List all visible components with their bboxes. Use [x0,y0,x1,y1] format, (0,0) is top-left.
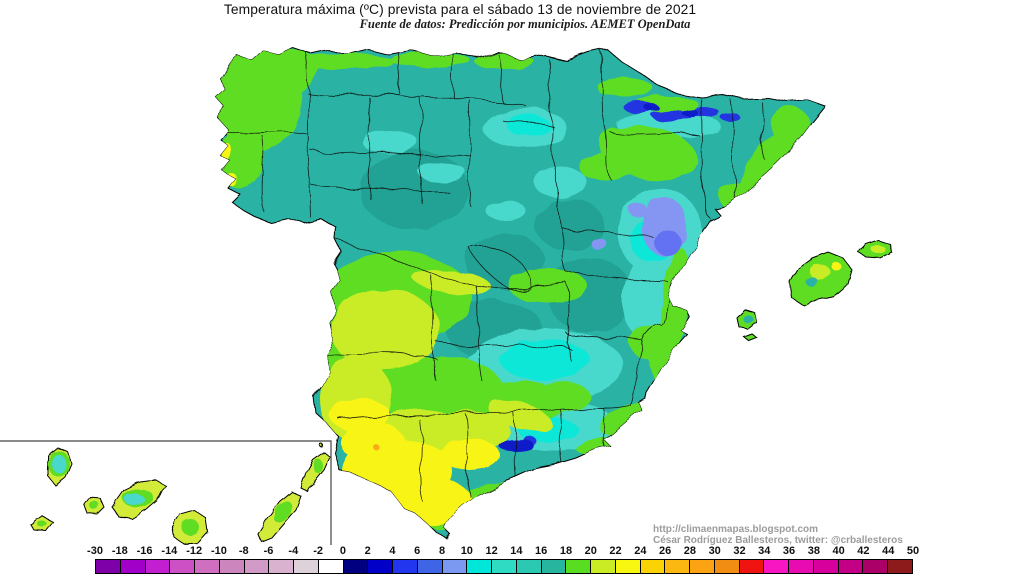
attribution-url: http://climaenmapas.blogspot.com [653,524,819,535]
legend-color-cell [566,560,590,573]
island-formentera [743,333,758,342]
island-lanzarote [300,444,331,493]
legend-color-cell [615,560,640,573]
balearic-islands [736,239,893,342]
legend-color-cell [690,560,714,573]
legend-tick-label: -14 [161,545,178,557]
iberian-peninsula [216,46,826,541]
legend-color-cell [269,560,293,573]
legend-color-cell [838,560,863,573]
legend-tick-label: -4 [288,545,299,557]
temperature-color-scale [95,559,913,574]
legend-tick-label: 50 [906,545,920,557]
page-title: Temperatura máxima (ºC) prevista para el… [223,2,697,17]
island-menorca [857,239,893,259]
island-el-hierro [29,515,54,532]
legend-color-cell [789,560,813,573]
legend-color-cell [120,560,145,573]
legend-color-cell [368,560,392,573]
legend-color-cell [343,560,368,573]
legend-color-cell [591,560,615,573]
legend-tick-label: 22 [609,545,622,557]
island-gran-canaria [171,509,209,545]
legend-color-cell [665,560,689,573]
legend-color-cell [417,560,442,573]
page-subtitle: Fuente de datos: Predicción por municipi… [359,17,691,31]
legend-tick-label: 32 [733,545,746,557]
legend-color-cell [888,560,912,573]
legend-tick-labels: -30 -18 -16 -14 -12 -10 -8 -6 -4 -2 0 2 4 6 8 10 12 14 16 1… [87,545,919,557]
temperature-field [217,48,810,532]
legend-tick-label: 34 [758,545,771,557]
legend-tick-label: 14 [510,545,523,557]
legend-tick-label: 20 [584,545,597,557]
attribution-author: César Rodríguez Ballesteros, twitter: @c… [653,535,903,546]
legend-color-cell [294,560,318,573]
legend-tick-label: 4 [389,545,396,557]
island-fuerteventura [257,491,302,543]
legend-color-cell [244,560,269,573]
legend-tick-label: 0 [339,545,346,557]
legend-tick-label: 2 [364,545,371,557]
legend-tick-label: -18 [111,545,128,557]
island-ibiza [736,309,758,330]
legend-tick-label: 10 [460,545,473,557]
legend-tick-label: 24 [634,545,647,557]
legend-color-cell [516,560,541,573]
legend-tick-label: -12 [186,545,203,557]
legend-color-cell [170,560,194,573]
legend-color-cell [492,560,516,573]
legend-tick-label: 6 [414,545,421,557]
legend-tick-label: -2 [313,545,323,557]
legend-tick-label: -30 [87,545,103,557]
legend-tick-label: 42 [857,545,870,557]
legend-color-cell [813,560,838,573]
legend-tick-label: 18 [559,545,573,557]
legend-color-cell [318,560,343,573]
attribution: http://climaenmapas.blogspot.com César R… [653,524,903,546]
legend-color-cell [541,560,566,573]
canary-islands [29,444,331,545]
legend-tick-label: 44 [882,545,895,557]
legend-color-cell [739,560,764,573]
island-la-gomera [83,496,105,515]
cold-spots [498,102,740,451]
legend-tick-label: 8 [438,545,446,557]
legend-tick-label: 16 [535,545,548,557]
island-la-palma [47,447,73,487]
legend-tick-label: 40 [832,545,845,557]
legend-color-cell [145,560,170,573]
legend-color-cell [467,560,491,573]
legend-color-cell [714,560,739,573]
legend-tick-label: 38 [807,545,820,557]
legend-color-cell [393,560,417,573]
legend-tick-label: 36 [782,545,796,557]
legend-color-cell [442,560,467,573]
legend-tick-label: -10 [210,545,227,557]
legend-tick-label: 12 [485,545,498,557]
legend-tick-label: 26 [658,545,672,557]
legend-tick-label: 28 [683,545,697,557]
legend-tick-label: -6 [263,545,274,557]
legend-tick-label: -16 [136,545,153,557]
island-tenerife [111,479,167,520]
legend-tick-label: -8 [238,545,249,557]
legend-color-cell [96,560,120,573]
legend-color-cell [219,560,244,573]
legend-color-cell [195,560,219,573]
warm-spot-seville [375,446,381,452]
legend-color-cell [863,560,887,573]
legend-color-cell [764,560,788,573]
legend-tick-label: 30 [708,545,721,557]
province-borders [223,49,766,503]
island-mallorca [789,251,853,307]
legend-color-cell [640,560,665,573]
canary-inset-border [0,440,332,545]
